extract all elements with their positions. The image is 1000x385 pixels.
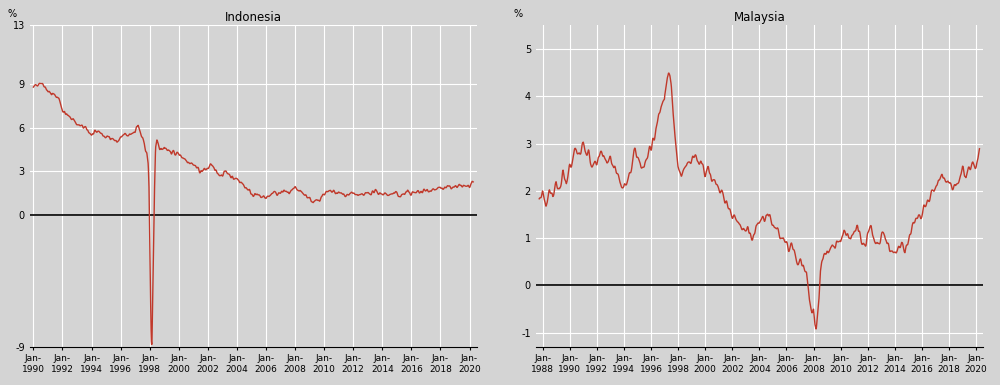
Y-axis label: %: %	[513, 9, 523, 19]
Title: Indonesia: Indonesia	[225, 11, 282, 24]
Title: Malaysia: Malaysia	[733, 11, 785, 24]
Y-axis label: %: %	[7, 9, 16, 19]
